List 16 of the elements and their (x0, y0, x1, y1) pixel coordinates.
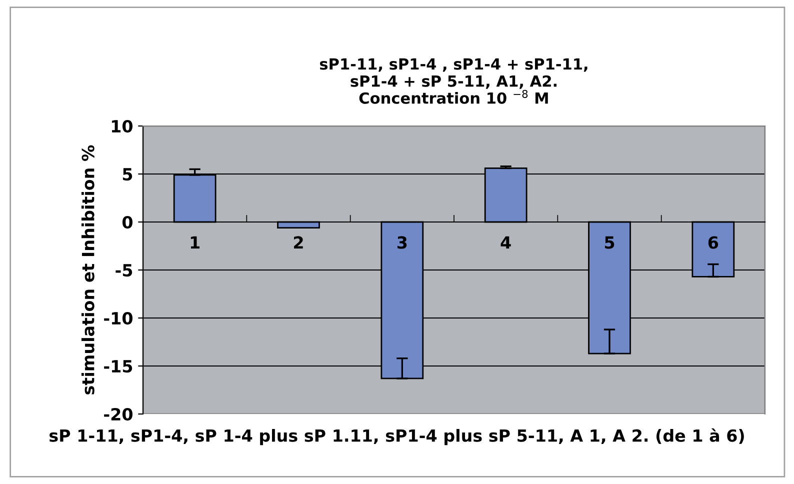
x-axis-title: sP 1-11, sP1-4, sP 1-4 plus sP 1.11, sP1-4 plus sP 5-11, A 1, A 2. (de 1 à 6) (50, 428, 744, 446)
x-tick-label: 3 (397, 236, 407, 249)
x-tick-label: 2 (294, 236, 303, 249)
x-tick-label: 5 (604, 236, 614, 249)
y-tick-label: 10 (112, 120, 132, 133)
y-tick-label: 0 (122, 216, 132, 229)
y-axis-title: stimulation et Inhibition % (81, 145, 94, 394)
y-tick-label: -15 (104, 360, 132, 373)
chart-title: sP1-11, sP1-4 , sP1-4 + sP1-11, sP1-4 + sP 5-11, A1, A2. Concentration 10 $^{−8}$ M (320, 58, 588, 104)
y-tick-label: 5 (122, 168, 132, 181)
x-tick-label: 1 (190, 236, 200, 249)
x-tick-label: 6 (708, 236, 718, 249)
y-tick-label: -5 (116, 264, 132, 277)
y-tick-label: -20 (104, 408, 132, 421)
x-tick-label: 4 (500, 236, 511, 249)
y-tick-label: -10 (104, 312, 132, 325)
